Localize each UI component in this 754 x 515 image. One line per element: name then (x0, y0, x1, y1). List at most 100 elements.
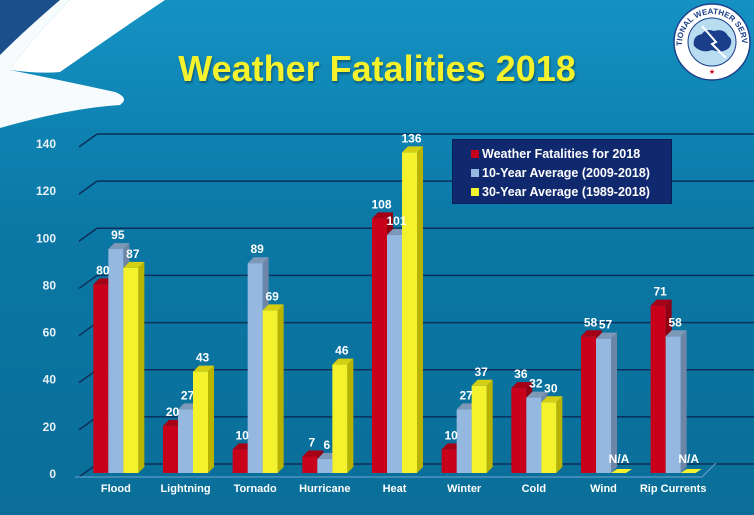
data-label: 20 (166, 405, 180, 419)
bar-top (541, 396, 563, 403)
gridline-depth (78, 227, 98, 242)
bar-top (302, 450, 324, 457)
legend-item: 10-Year Average (2009-2018) (471, 163, 671, 182)
legend-label: 30-Year Average (1989-2018) (482, 184, 650, 199)
bar (163, 425, 178, 473)
bar-top (511, 382, 533, 389)
data-label: 27 (459, 388, 473, 402)
bar (317, 458, 333, 473)
bar (650, 305, 666, 473)
bar-top (665, 330, 687, 337)
bar-side (138, 261, 145, 473)
bar-top (596, 332, 617, 339)
y-tick-label: 100 (36, 231, 56, 245)
bar-side (347, 358, 354, 473)
bar-top (193, 365, 214, 372)
bar (247, 263, 263, 473)
bar-side (208, 365, 214, 473)
y-tick-label: 140 (36, 137, 56, 151)
data-label: 69 (265, 289, 279, 303)
bar (665, 336, 681, 473)
legend-swatch (471, 168, 479, 177)
x-tick-label: Wind (590, 483, 617, 495)
x-tick-label: Winter (447, 483, 482, 495)
bar (402, 152, 417, 473)
data-label: 58 (584, 315, 598, 329)
bar-side (486, 379, 493, 473)
bar (471, 385, 487, 473)
bar (456, 409, 472, 473)
bar (541, 402, 557, 473)
legend-swatch (471, 187, 479, 196)
gridline-depth (78, 133, 98, 148)
y-axis-ticks: 0 20 40 60 80 100 120 140 (36, 137, 56, 481)
bar (511, 388, 527, 473)
x-tick-label: Hurricane (299, 483, 350, 495)
data-label: 32 (529, 377, 543, 391)
data-label: 108 (371, 197, 391, 211)
bar-top (123, 261, 145, 268)
bar (302, 456, 318, 473)
gridline-depth (78, 274, 98, 290)
data-label: 95 (111, 228, 125, 242)
bar (387, 234, 402, 473)
x-tick-label: Flood (101, 483, 131, 495)
x-tick-label: Heat (383, 483, 407, 495)
x-tick-label: Rip Currents (640, 483, 707, 495)
y-tick-label: 80 (43, 278, 57, 292)
data-label: 7 (308, 436, 315, 450)
gridline-depth (78, 180, 98, 195)
bar-side (680, 330, 687, 473)
data-label: 10 (235, 428, 249, 442)
legend: Weather Fatalities for 2018 10-Year Aver… (452, 139, 672, 204)
bar-top (581, 330, 602, 337)
bar (178, 409, 193, 473)
data-label: 27 (181, 388, 195, 402)
data-label: 101 (386, 214, 406, 228)
svg-text:★: ★ (709, 68, 715, 76)
legend-item: 30-Year Average (1989-2018) (471, 182, 671, 201)
bar (193, 371, 208, 473)
y-tick-label: 120 (36, 184, 56, 198)
data-label: 89 (250, 242, 264, 256)
bar-top (108, 243, 130, 250)
bar (441, 449, 457, 473)
data-label: 87 (126, 247, 140, 261)
bar (123, 267, 139, 473)
x-tick-label: Lightning (160, 483, 210, 495)
bar (93, 284, 109, 473)
data-label: 46 (335, 344, 349, 358)
bar-top (526, 391, 548, 398)
bar-missing (611, 469, 632, 473)
x-tick-label: Cold (522, 483, 546, 495)
bar (108, 249, 124, 473)
bars (93, 146, 702, 473)
bar (581, 336, 596, 473)
y-tick-label: 40 (43, 373, 57, 387)
data-label: 6 (323, 438, 330, 452)
gridlines (75, 133, 754, 478)
legend-swatch (471, 149, 479, 158)
bar (262, 310, 278, 473)
background-swoosh (0, 0, 165, 128)
data-label-missing: N/A (678, 452, 699, 466)
x-axis-ticks: Flood Lightning Tornado Hurricane Heat Winter… (101, 483, 707, 495)
data-label: 43 (196, 351, 210, 365)
data-label: 37 (474, 365, 488, 379)
nws-logo: ★ NATIONAL WEATHER SERVICE (672, 2, 751, 81)
data-label: 30 (544, 381, 558, 395)
y-tick-label: 0 (49, 467, 56, 481)
bar-top (471, 379, 493, 386)
legend-item: Weather Fatalities for 2018 (471, 144, 671, 163)
data-label: 36 (514, 367, 528, 381)
data-label-missing: N/A (609, 452, 630, 466)
chart-floor (75, 462, 717, 478)
data-label: 57 (599, 318, 613, 332)
bar-side (611, 332, 617, 473)
legend-label: 10-Year Average (2009-2018) (482, 165, 650, 180)
legend-label: Weather Fatalities for 2018 (482, 146, 641, 161)
x-tick-label: Tornado (234, 483, 277, 495)
bar (332, 364, 348, 473)
